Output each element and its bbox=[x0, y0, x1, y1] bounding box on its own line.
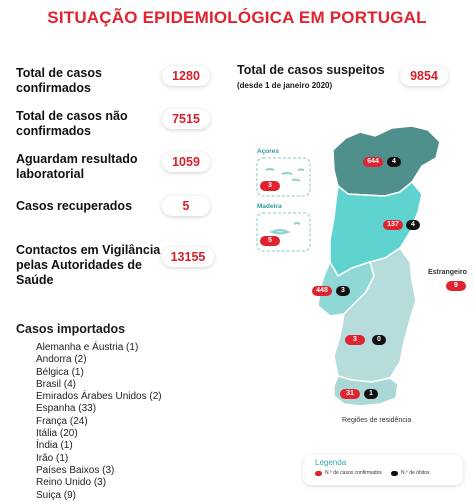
madeira-label: Madeira bbox=[257, 203, 282, 210]
list-item: Brasil (4) bbox=[36, 378, 77, 390]
list-item: Emirados Árabes Unidos (2) bbox=[36, 391, 162, 403]
azores-label: Açores bbox=[257, 148, 280, 155]
badge-norte-deaths: 4 bbox=[387, 157, 401, 167]
stat-label-awaiting: Aguardam resultado laboratorial bbox=[16, 152, 138, 181]
legend-title: Legenda bbox=[315, 458, 347, 467]
stat-value-confirmed: 1280 bbox=[162, 66, 210, 86]
suspects-note: (desde 1 de janeiro 2020) bbox=[237, 81, 333, 90]
suspects-label: Total de casos suspeitos bbox=[237, 63, 385, 77]
stat-value-awaiting: 1059 bbox=[162, 152, 210, 172]
badge-foreign-cases: 9 bbox=[446, 281, 466, 291]
list-item: Andorra (2) bbox=[36, 354, 87, 366]
badge-azores-cases: 3 bbox=[260, 181, 280, 191]
imported-cases-title: Casos importados bbox=[16, 322, 126, 336]
list-item: Alemanha e Áustria (1) bbox=[36, 342, 139, 353]
list-item: Espanha (33) bbox=[36, 403, 97, 415]
badge-centro-cases: 137 bbox=[383, 220, 403, 230]
list-item: Irão (1) bbox=[36, 452, 69, 464]
badge-centro-deaths: 4 bbox=[406, 220, 420, 230]
suspects-value: 9854 bbox=[400, 66, 448, 86]
list-item: Países Baixos (3) bbox=[36, 464, 115, 476]
list-item: Itália (20) bbox=[36, 428, 78, 440]
legend-item-deaths: N.º de óbitos bbox=[391, 470, 430, 476]
region-alentejo bbox=[333, 246, 417, 383]
map-caption: Regiões de residência bbox=[342, 417, 412, 424]
legend-confirmed-swatch bbox=[315, 470, 322, 476]
badge-alentejo-cases: 3 bbox=[345, 335, 365, 345]
madeira-islands bbox=[269, 222, 301, 235]
list-item: Índia (1) bbox=[36, 440, 73, 452]
list-item: Bélgica (1) bbox=[36, 366, 84, 378]
legend-deaths-label: N.º de óbitos bbox=[401, 470, 430, 476]
stat-label-unconfirmed: Total de casos não confirmados bbox=[16, 109, 128, 138]
legend-confirmed-label: N.º de casos confirmados bbox=[325, 470, 382, 476]
badge-algarve-deaths: 1 bbox=[364, 389, 378, 399]
badge-alentejo-deaths: 0 bbox=[372, 335, 386, 345]
stat-label-recovered: Casos recuperados bbox=[16, 199, 133, 213]
list-item: Reino Unido (3) bbox=[36, 477, 107, 489]
foreign-label: Estrangeiro bbox=[428, 269, 467, 276]
stat-value-unconfirmed: 7515 bbox=[162, 109, 210, 129]
imported-cases-list: Alemanha e Áustria (1) Andorra (2) Bélgi… bbox=[36, 342, 162, 502]
badge-norte-cases: 644 bbox=[363, 157, 383, 167]
stat-value-recovered: 5 bbox=[162, 196, 210, 216]
stat-label-contacts: Contactos em Vigilância pelas Autoridade… bbox=[16, 243, 161, 287]
badge-lisboa-deaths: 3 bbox=[336, 286, 350, 296]
badge-algarve-cases: 31 bbox=[340, 389, 360, 399]
legend-item-confirmed: N.º de casos confirmados bbox=[315, 470, 382, 476]
badge-madeira-cases: 5 bbox=[260, 236, 280, 246]
stat-value-contacts: 13155 bbox=[162, 247, 214, 267]
page-title: SITUAÇÃO EPIDEMIOLÓGICA EM PORTUGAL bbox=[47, 8, 427, 27]
legend: Legenda N.º de casos confirmados N.º de … bbox=[303, 455, 463, 485]
badge-lisboa-cases: 448 bbox=[312, 286, 332, 296]
legend-deaths-swatch bbox=[391, 470, 398, 476]
stat-label-confirmed: Total de casos confirmados bbox=[16, 66, 102, 95]
list-item: França (24) bbox=[36, 415, 88, 427]
suspects-block: Total de casos suspeitos (desde 1 de jan… bbox=[237, 63, 387, 93]
list-item: Suiça (9) bbox=[36, 489, 77, 501]
